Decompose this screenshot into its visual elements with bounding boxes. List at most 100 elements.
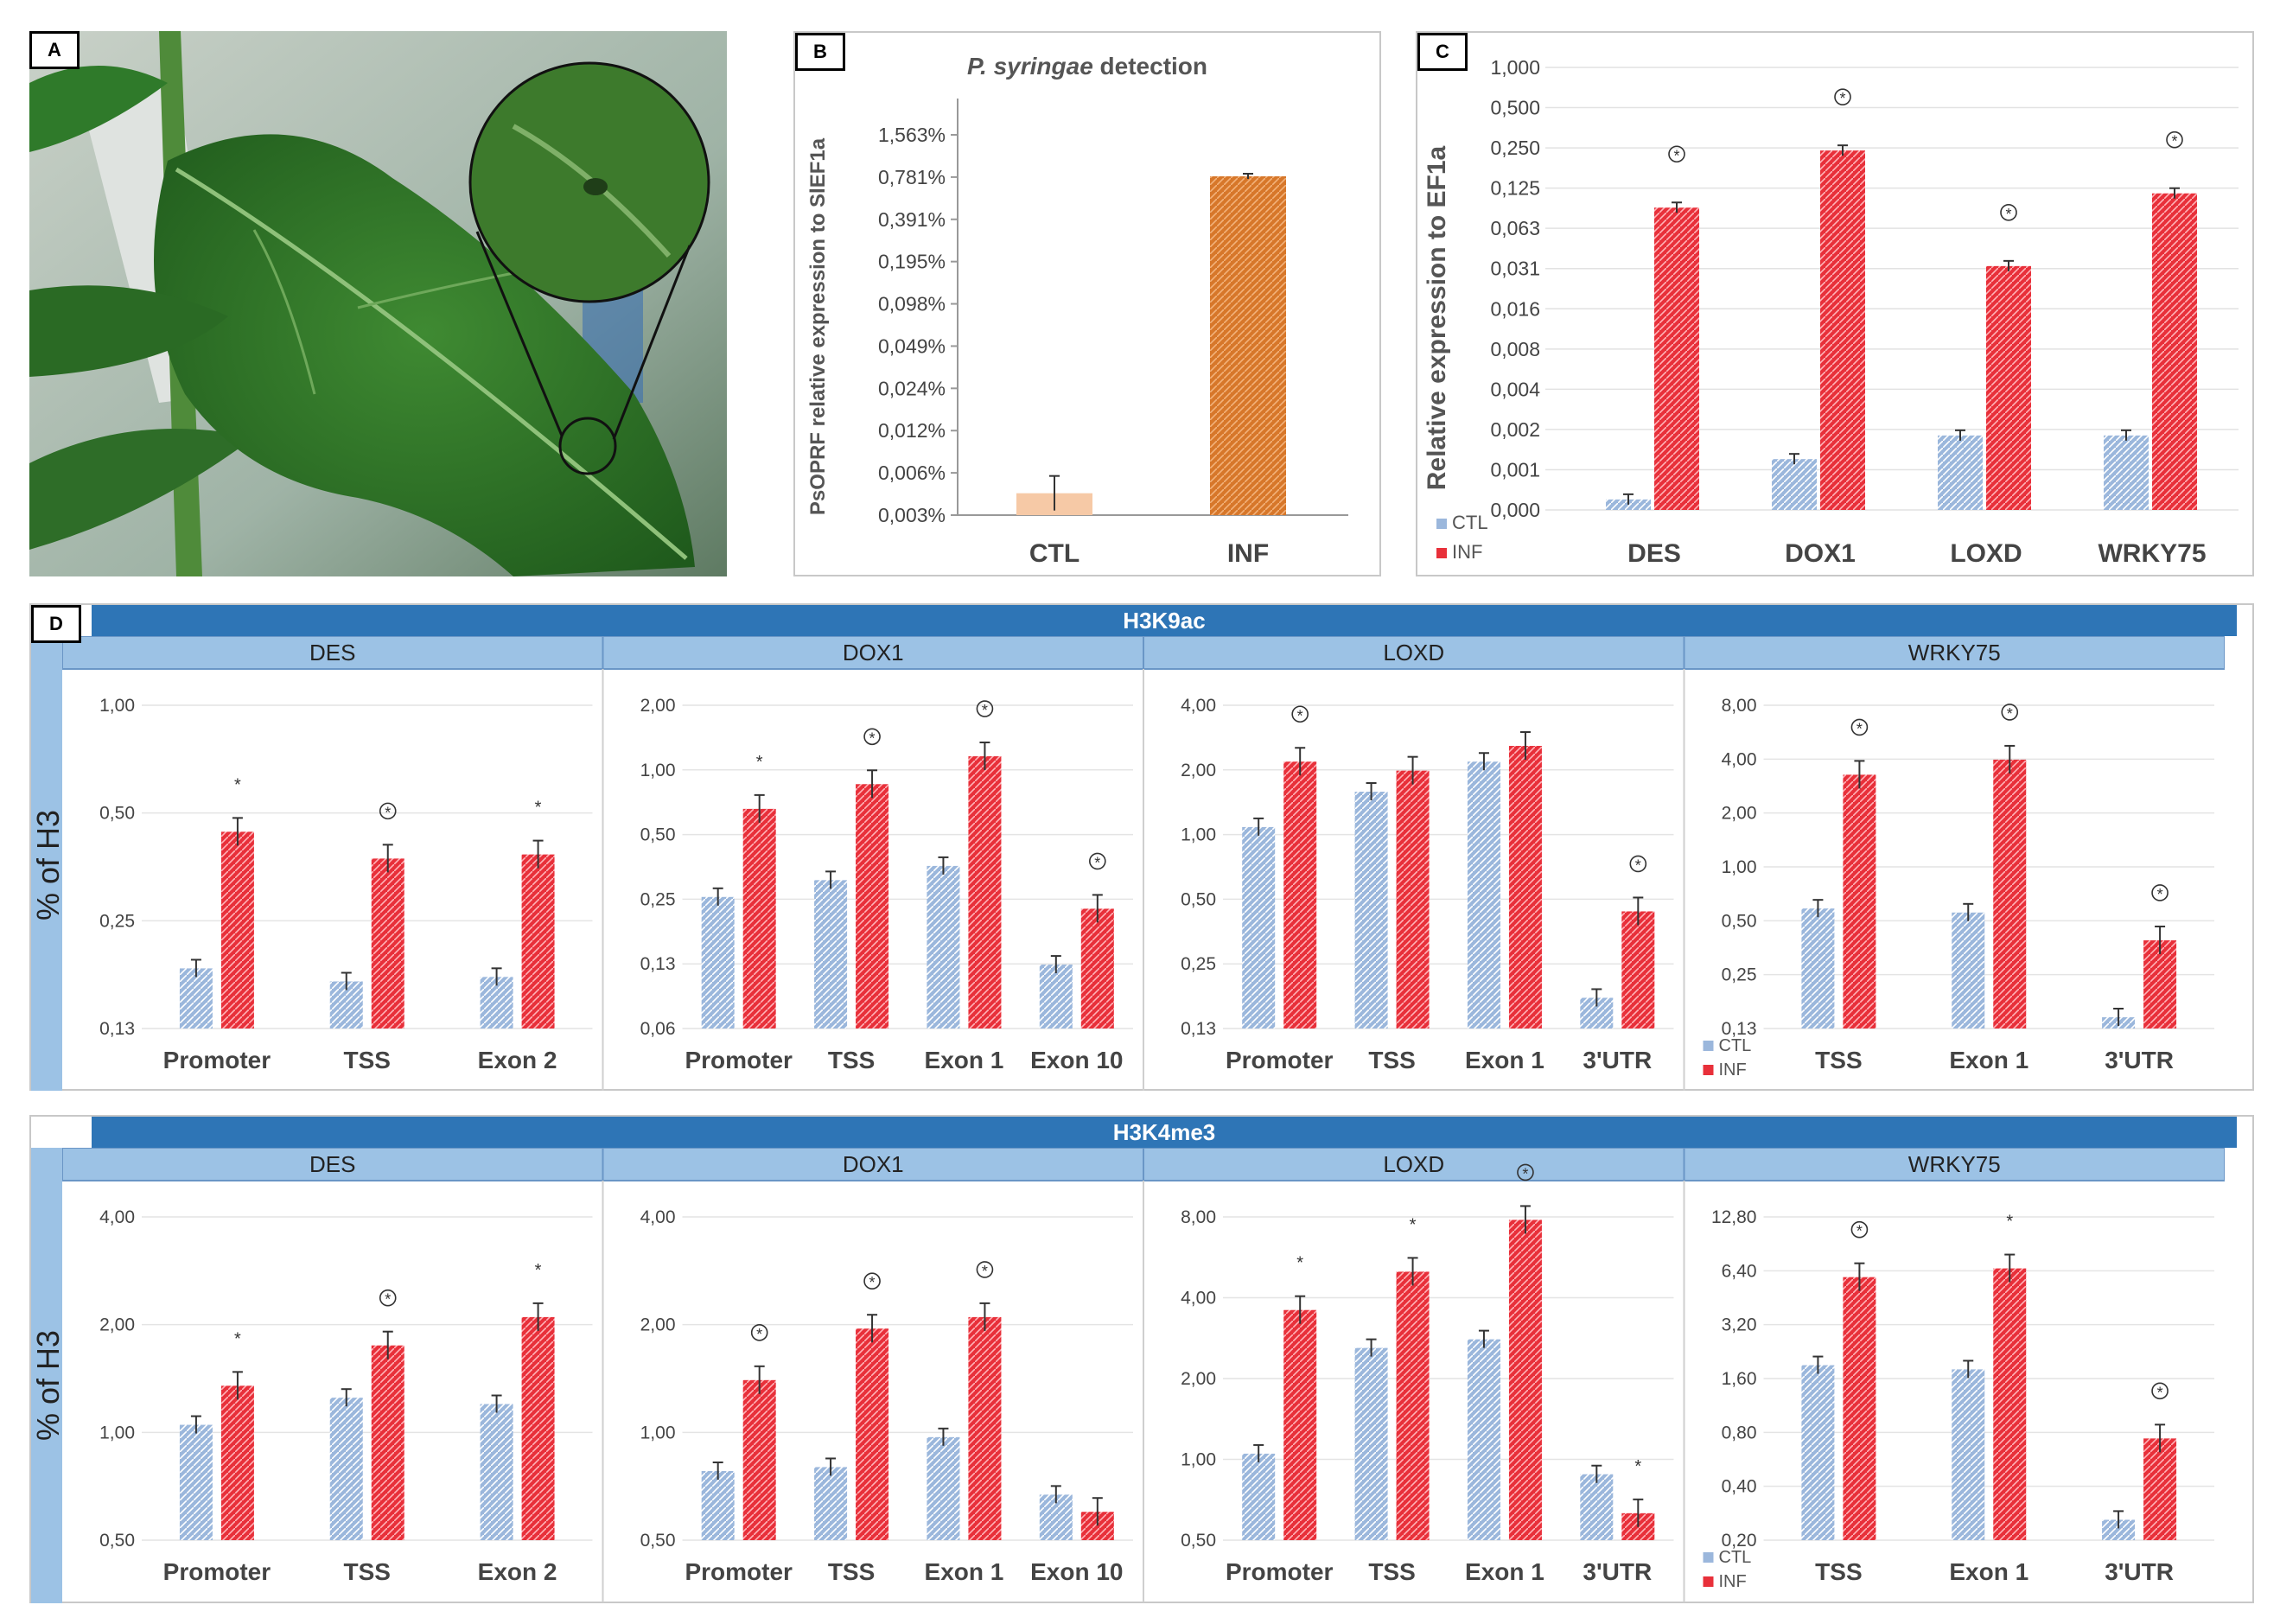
- h3k9ac-tick-label: 0,25: [640, 889, 676, 909]
- h3k4me3-xlabel: Promoter: [1226, 1558, 1334, 1585]
- h3k4me3-gene-header: [1143, 1148, 1685, 1181]
- h3k9ac-significance-ring: [863, 728, 881, 746]
- h3k9ac-tick-label: 0,13: [640, 954, 676, 974]
- h3k9ac-bar-inf: [521, 854, 555, 1029]
- h3k9ac-gene-header: [1143, 636, 1685, 670]
- h3k4me3-bar-inf: [742, 1379, 776, 1540]
- h3k9ac-significance-ring: [1629, 855, 1647, 873]
- h3k4me3-tick-label: 4,00: [640, 1207, 676, 1227]
- h3k4me3-bar-inf: [220, 1385, 254, 1540]
- h3k4me3-tick-label: 1,60: [1722, 1369, 1757, 1389]
- h3k9ac-xlabel: Exon 1: [1949, 1047, 2028, 1073]
- h3k9ac-significance: *: [756, 753, 763, 772]
- chart-b-title: P. syringae detection: [967, 53, 1207, 80]
- chart-h3k9ac: DES 0,13 0,25 0,50 1,00 * Promoter * TSS * Exon 2 D…: [62, 636, 2225, 1091]
- h3k9ac-tick-label: 0,25: [1181, 954, 1216, 974]
- h3k9ac-gene-name-des: DES: [309, 640, 355, 666]
- chart-c-bar-inf-loxd: [1986, 265, 2031, 510]
- h3k4me3-significance: *: [1296, 1254, 1303, 1273]
- h3k9ac-tick-label: 8,00: [1722, 696, 1757, 716]
- h3k9ac-significance-ring: [379, 802, 397, 820]
- h3k9ac-xlabel: Promoter: [163, 1047, 271, 1073]
- h3k9ac-legend-ctl-label: CTL: [1719, 1036, 1752, 1055]
- h3k9ac-tick-label: 0,50: [1722, 911, 1757, 931]
- h3k4me3-tick-label: 0,50: [640, 1531, 676, 1551]
- h3k9ac-legend-inf-label: INF: [1719, 1060, 1747, 1079]
- h3k4me3-tick-label: 3,20: [1722, 1315, 1757, 1335]
- chart-c-xlabel-des: DES: [1627, 539, 1681, 568]
- chart-c-significance: *: [1673, 147, 1679, 164]
- h3k9ac-bar-ctl: [1039, 965, 1073, 1029]
- h3k4me3-bar-ctl: [701, 1471, 735, 1540]
- h3k4me3-tick-label: 2,00: [1181, 1369, 1216, 1389]
- h3k4me3-bar-ctl: [179, 1424, 213, 1540]
- h3k4me3-significance-ring: [1517, 1163, 1534, 1181]
- h3k4me3-tick-label: 0,50: [99, 1531, 135, 1551]
- h3k9ac-tick-label: 0,13: [99, 1019, 135, 1039]
- legend-inf-label: INF: [1452, 541, 1482, 563]
- chart-b-tick-label: 0,098%: [878, 293, 946, 315]
- h3k4me3-tick-label: 1,00: [1181, 1450, 1216, 1470]
- h3k4me3-legend-inf-swatch: [1703, 1576, 1714, 1587]
- h3k9ac-tick-label: 4,00: [1722, 749, 1757, 769]
- h3k9ac-bar-ctl: [179, 968, 213, 1029]
- h3k9ac-bar-inf: [2143, 939, 2177, 1029]
- h3k4me3-gene-name-wrky75: WRKY75: [1908, 1151, 2001, 1177]
- h3k4me3-bar-ctl: [1580, 1474, 1614, 1540]
- h3k4me3-tick-label: 8,00: [1181, 1207, 1216, 1227]
- h3k4me3-tick-label: 12,80: [1711, 1207, 1757, 1227]
- h3k4me3-bar-inf: [1508, 1220, 1542, 1540]
- chart-b-xlabel: INF: [1227, 539, 1269, 568]
- h3k9ac-tick-label: 1,00: [1722, 857, 1757, 877]
- panel-letter-c: C: [1417, 33, 1468, 71]
- h3k9ac-significance-ring: [1089, 852, 1106, 870]
- chart-c-bar-inf-des: [1654, 207, 1699, 510]
- chart-c-bar-inf-wrky75: [2152, 193, 2197, 511]
- h3k9ac-gene-name-loxd: LOXD: [1383, 640, 1444, 666]
- h3k9ac-bar-inf: [1621, 911, 1655, 1029]
- h3k9ac-tick-label: 0,06: [640, 1019, 676, 1039]
- h3k4me3-xlabel: TSS: [828, 1558, 875, 1585]
- legend-inf-swatch: [1436, 548, 1447, 558]
- h3k4me3-xlabel: Exon 1: [1465, 1558, 1544, 1585]
- h3k9ac-bar-inf: [1080, 908, 1114, 1029]
- h3k9ac-tick-label: 1,00: [640, 761, 676, 780]
- h3k4me3-bar-inf: [1993, 1268, 2027, 1540]
- chart-b-tick-label: 0,003%: [878, 504, 946, 526]
- h3k9ac-xlabel: Exon 1: [1465, 1047, 1544, 1073]
- panel-c: C 0,000 0,001 0,002 0,004 0,008 0,016 0,031 0,0…: [1416, 31, 2254, 576]
- h3k4me3-bar-inf: [1396, 1271, 1430, 1540]
- h3k4me3-xlabel: TSS: [1368, 1558, 1415, 1585]
- h3k4me3-significance: *: [2157, 1384, 2163, 1401]
- h3k9ac-significance-ring: [976, 700, 994, 717]
- h3k4me3-bar-ctl: [1354, 1347, 1388, 1540]
- h3k9ac-bar-inf: [742, 808, 776, 1029]
- chart-c-bar-ctl-loxd: [1938, 435, 1983, 510]
- chart-c-tick-label: 0,016: [1490, 297, 1540, 320]
- leaf-photo: [29, 31, 727, 576]
- h3k4me3-tick-label: 0,80: [1722, 1423, 1757, 1442]
- chart-c-bar-ctl-wrky75: [2104, 435, 2149, 510]
- chart-b-ylabel: PsOPRF relative expression to SlEF1a: [806, 137, 830, 515]
- h3k9ac-significance: *: [1856, 720, 1863, 737]
- chart-c: 0,000 0,001 0,002 0,004 0,008 0,016 0,031 0,063…: [1423, 56, 2239, 568]
- h3k9ac-ylabel-strip: [31, 636, 62, 1091]
- chart-c-bar-ctl-des: [1606, 499, 1651, 510]
- h3k4me3-significance: *: [1410, 1215, 1417, 1234]
- h3k9ac-significance: *: [535, 799, 542, 818]
- h3k4me3-gene-name-dox1: DOX1: [843, 1151, 904, 1177]
- h3k4me3-significance: *: [1634, 1457, 1641, 1476]
- chart-c-significance-ring: [1668, 145, 1685, 163]
- h3k4me3-xlabel: Exon 2: [478, 1558, 557, 1585]
- h3k9ac-tick-label: 0,50: [99, 804, 135, 824]
- h3k4me3-bar-ctl: [927, 1436, 960, 1540]
- h3k9ac-bar-inf: [968, 756, 1002, 1029]
- h3k4me3-bar-inf: [371, 1345, 404, 1540]
- panel-d-h3k9ac: D H3K9ac % of H3 DES 0,13 0,25 0,50 1,00 * Pro…: [29, 603, 2254, 1091]
- chart-b-tick-label: 1,563%: [878, 124, 946, 146]
- chart-b-xlabel: CTL: [1029, 539, 1079, 568]
- h3k9ac-significance-ring: [2001, 704, 2019, 721]
- chart-b-tick-label: 0,049%: [878, 334, 946, 357]
- chart-c-xlabel-wrky75: WRKY75: [2098, 539, 2206, 568]
- h3k9ac-bar-ctl: [1242, 826, 1276, 1029]
